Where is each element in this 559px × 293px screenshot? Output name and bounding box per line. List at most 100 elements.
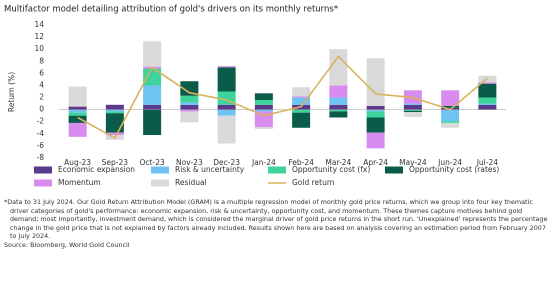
bar-segment [254,104,273,110]
bar-segment [143,104,162,110]
bar-segment [68,112,87,116]
legend-label: Momentum [58,178,101,187]
x-tick-label: May-24 [399,158,427,167]
legend-label: Economic expansion [58,165,135,174]
chart-title: Multifactor model detailing attribution … [4,5,338,15]
x-tick-label: Mar-24 [325,158,351,167]
legend-label: Opportunity cost (rates) [409,165,499,174]
bar-segment [292,87,311,97]
bar-segment [68,122,87,137]
x-tick-label: Jul-24 [476,158,499,167]
bar-segment [403,110,422,113]
bar-segment [143,109,162,136]
bar-segment [366,106,385,110]
legend-swatch [151,166,169,174]
y-tick-label: 8 [39,56,44,65]
bar-segment [105,132,124,136]
footnote: *Data to 31 July 2024. Our Gold Return A… [4,198,548,241]
legend-swatch [34,179,52,187]
bar-segment [68,115,87,123]
x-tick-label: Oct-23 [140,158,165,167]
x-tick-label: Feb-24 [288,158,314,167]
legend-swatch [151,179,169,187]
bar-segment [68,106,87,110]
bar-segment [217,66,236,68]
bar-segment [329,104,348,110]
bar-segment [143,41,162,67]
legend-swatch [34,166,52,174]
legend-label: Gold return [292,178,335,187]
bar-segment [478,97,497,104]
bar-segment [292,109,311,113]
bar-segment [105,109,124,112]
bar-segment [366,109,385,112]
bar-segment [254,127,273,129]
bar-segment [403,109,422,111]
bar-segment [441,106,460,108]
y-tick-label: 10 [34,44,44,53]
bar-segment [366,117,385,133]
bar-segment [292,96,311,98]
chart: Multifactor model detailing attribution … [4,5,506,187]
bar-segment [403,112,422,117]
bar-segment [441,122,460,128]
bar-segment [366,132,385,149]
x-tick-label: Sep-23 [102,158,129,167]
bar-segment [68,109,87,113]
bar-segment [105,111,124,114]
bar-segment [105,113,124,133]
bar-segment [68,86,87,107]
x-tick-label: Nov-23 [176,158,203,167]
bar-segment [254,99,273,105]
bar-segment [217,115,236,144]
y-tick-label: -4 [37,129,45,138]
bar-segment [143,85,162,105]
bar-segment [329,97,348,105]
bar-segment [329,85,348,98]
x-tick-label: Apr-24 [363,158,388,167]
bar-segment [441,121,460,123]
y-tick-label: 12 [34,32,44,41]
bar-segment [292,97,311,105]
bar-segment [366,58,385,107]
legend-swatch [268,166,286,174]
legend-swatch [385,166,403,174]
y-tick-label: -8 [37,153,45,162]
y-tick-label: 14 [34,20,44,29]
y-tick-label: 0 [39,105,44,114]
bar-segment [180,111,199,123]
y-tick-label: 6 [39,68,44,77]
bar-segment [478,82,497,84]
bar-segment [143,68,162,86]
y-tick-label: 4 [39,80,44,89]
bar-segment [403,103,422,105]
legend-label: Residual [175,178,207,187]
y-tick-label: -6 [37,141,45,150]
legend-label: Opportunity cost (fx) [292,165,370,174]
bar-segment [217,104,236,110]
bar-segment [105,104,124,110]
source: Source: Bloomberg, World Gold Council [4,240,130,249]
bar-segment [292,112,311,128]
bar-segment [254,109,273,112]
bar-segment [254,93,273,100]
bar-segment [403,104,422,110]
bar-segment [180,109,199,112]
bar-segment [329,111,348,118]
x-tick-label: Aug-23 [64,158,91,167]
bar-segment [217,109,236,116]
footnotes: *Data to 31 July 2024. Our Gold Return A… [4,198,552,250]
bar-segment [180,104,199,110]
y-axis-label: Return (%) [7,72,16,112]
x-tick-label: Dec-23 [213,158,240,167]
bar-segment [180,81,199,96]
bar-segment [478,104,497,110]
gold-return-line [77,55,488,140]
bar-segment [180,95,199,103]
y-tick-label: -2 [37,117,45,126]
bar-segment [329,109,348,112]
bar-segment [478,83,497,98]
bar-segment [329,49,348,86]
x-tick-label: Jun-24 [437,158,462,167]
